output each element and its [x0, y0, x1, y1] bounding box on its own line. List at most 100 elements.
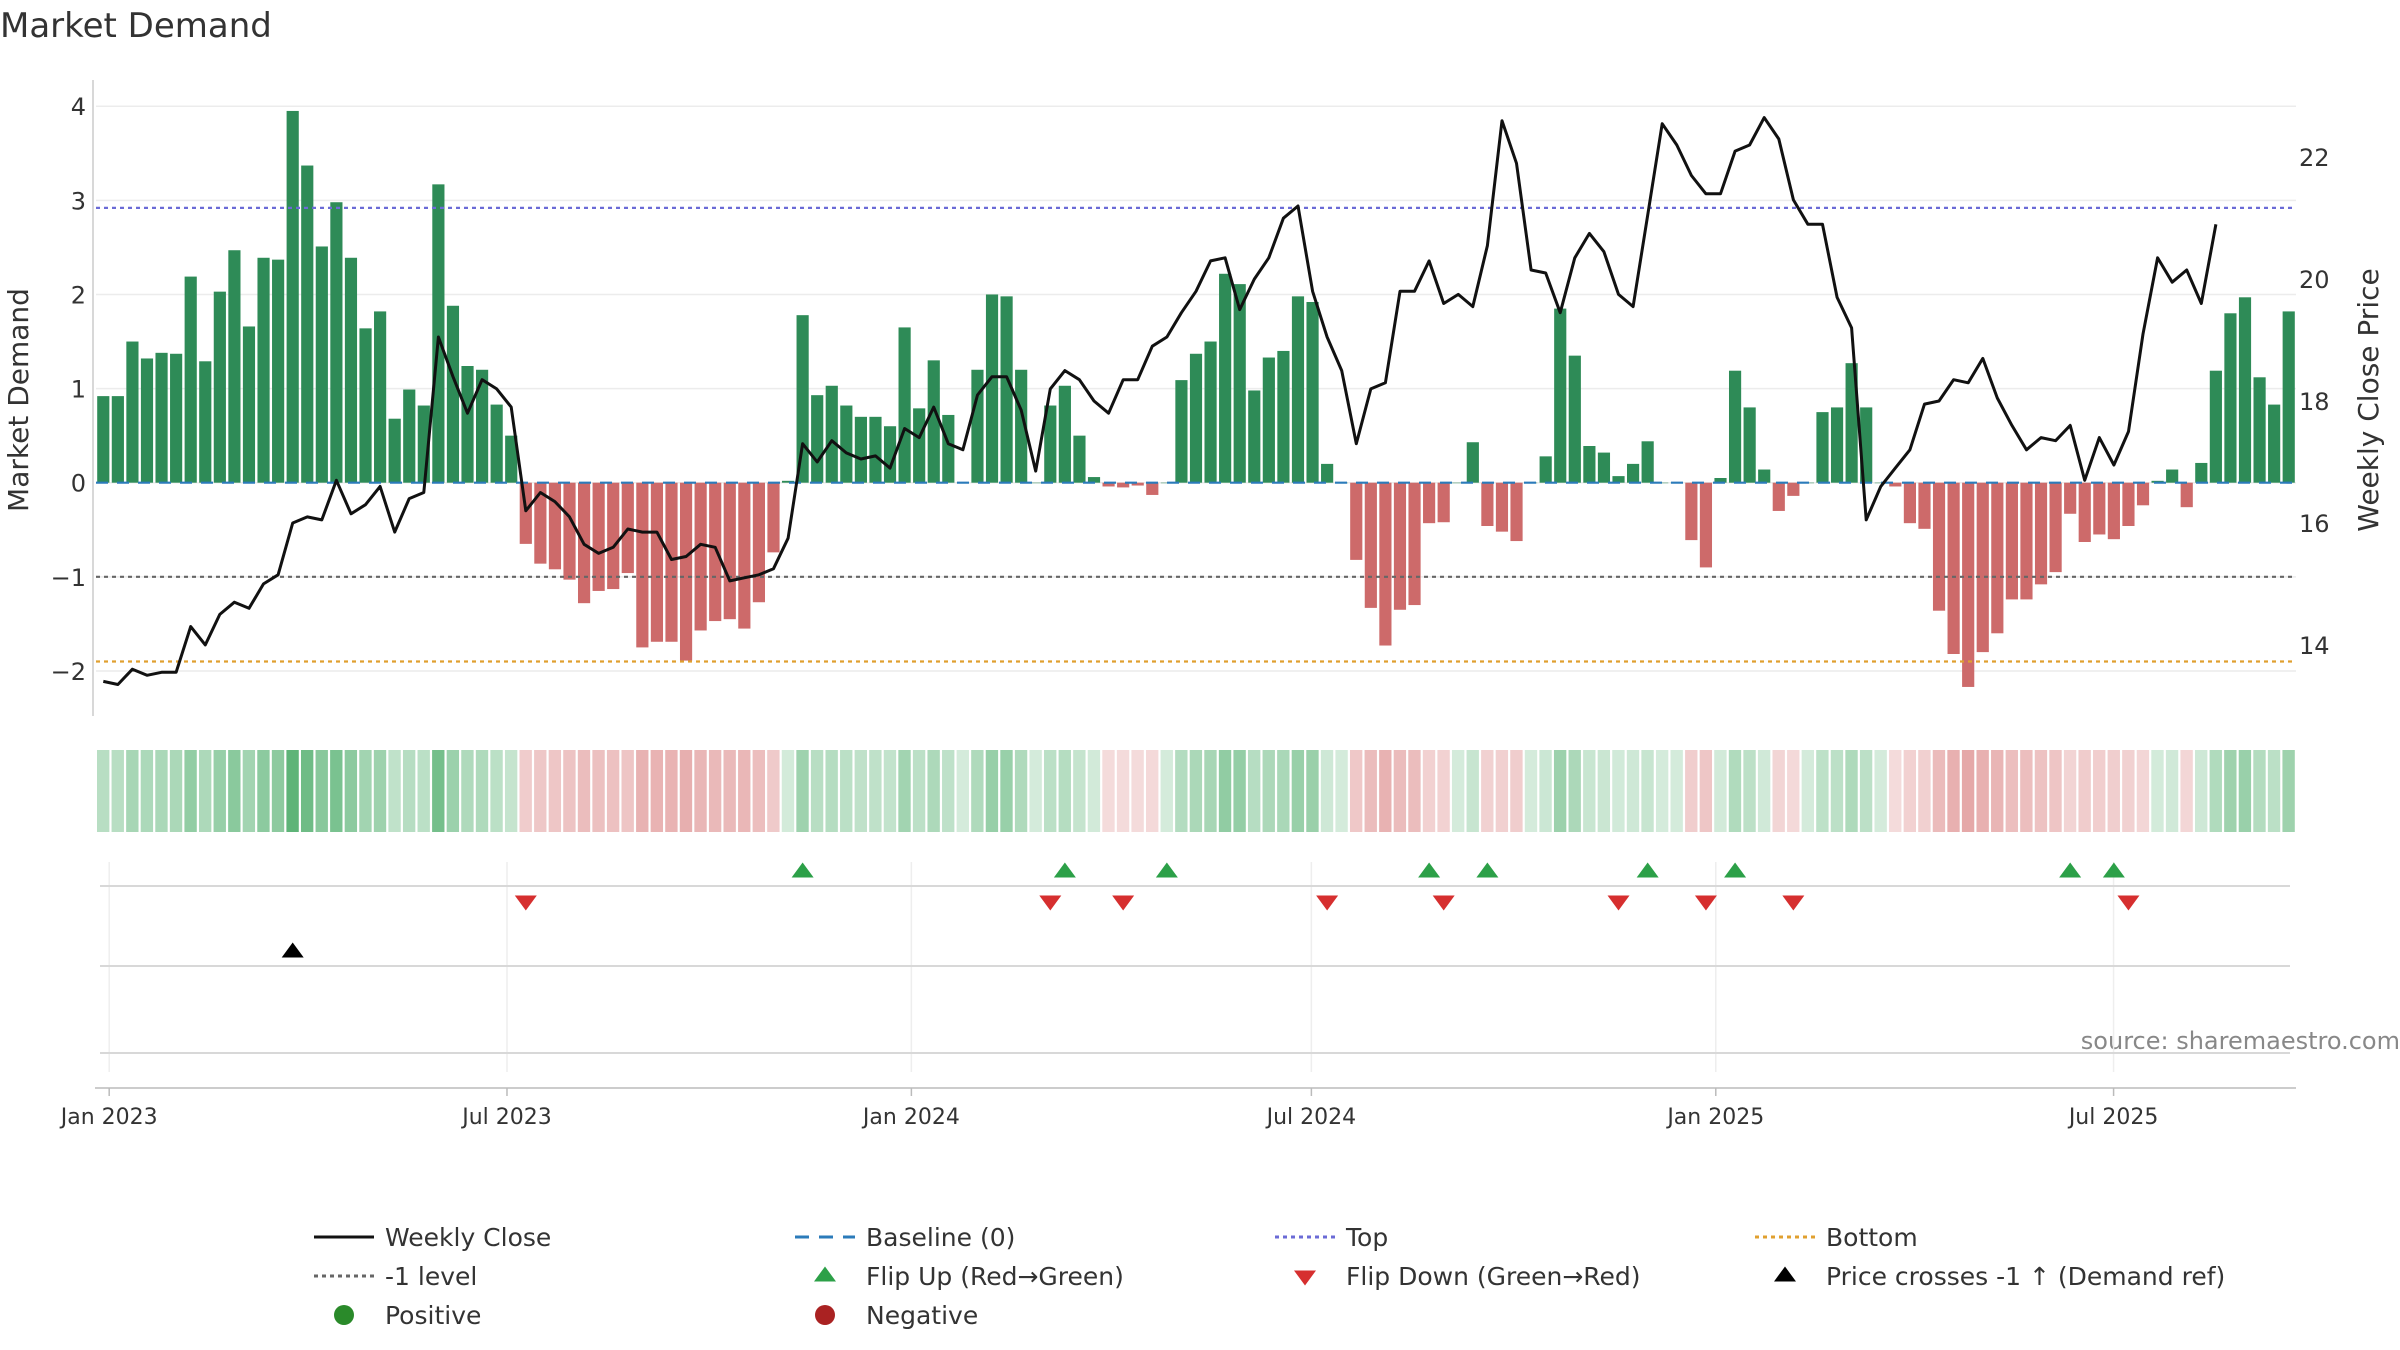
heat-cell: [1889, 750, 1902, 832]
demand-bar: [913, 408, 926, 483]
heat-cell: [1728, 750, 1742, 832]
demand-bar: [709, 482, 722, 622]
heat-cell: [1044, 750, 1057, 832]
heat-cell: [1481, 750, 1494, 832]
demand-bar: [1102, 482, 1115, 487]
demand-bar: [1510, 482, 1523, 542]
heat-cell: [738, 750, 751, 832]
demand-bar: [2034, 482, 2048, 585]
demand-bar: [1306, 302, 1319, 483]
legend-swatch-circle: [815, 1305, 835, 1325]
demand-bar: [1466, 442, 1479, 483]
demand-bar: [1291, 296, 1305, 483]
demand-bar: [694, 482, 707, 631]
demand-bar: [1597, 452, 1611, 483]
heat-cell: [1233, 750, 1246, 832]
demand-bar: [257, 257, 270, 483]
demand-bar: [840, 405, 853, 483]
demand-bar: [1000, 296, 1013, 483]
heat-cell: [2253, 750, 2266, 832]
heat-cell: [1859, 750, 1873, 832]
demand-bar: [1758, 469, 1771, 483]
demand-bar: [1554, 308, 1567, 483]
heat-cell: [344, 750, 358, 832]
flip-up-marker: [2059, 862, 2082, 878]
heat-cell: [111, 750, 124, 832]
heat-cell: [1218, 750, 1232, 832]
demand-bar: [548, 482, 562, 570]
heat-cell: [1466, 750, 1479, 832]
demand-bar: [1248, 390, 1261, 483]
demand-bar: [446, 305, 460, 483]
heat-cell: [912, 750, 926, 832]
heat-cell: [1379, 750, 1392, 832]
heat-cell: [228, 750, 241, 832]
heat-cell: [854, 750, 867, 832]
demand-bar: [2136, 482, 2150, 506]
heat-cell: [1087, 750, 1101, 832]
heat-cell: [300, 750, 314, 832]
heat-cell: [184, 750, 197, 832]
demand-bars: [97, 110, 2295, 687]
heat-cell: [1772, 750, 1785, 832]
heat-cell: [2282, 750, 2295, 832]
legend-label: Price crosses -1 ↑ (Demand ref): [1826, 1262, 2225, 1291]
heat-cell: [1539, 750, 1552, 832]
demand-bar: [1845, 363, 1858, 483]
legend-label: Bottom: [1826, 1223, 1918, 1252]
demand-bar: [1918, 482, 1931, 529]
heat-cell: [1262, 750, 1275, 832]
demand-bar: [1714, 478, 1727, 483]
demand-bar: [1816, 412, 1829, 483]
demand-bar: [1685, 482, 1698, 541]
heat-cell: [810, 750, 824, 832]
heat-cell: [504, 750, 518, 832]
heat-cell: [169, 750, 183, 832]
heat-cell: [330, 750, 343, 832]
y2-tick-label: 14: [2299, 632, 2330, 660]
demand-bar: [1976, 482, 1989, 653]
demand-bar: [1087, 477, 1101, 483]
heat-cell: [2020, 750, 2033, 832]
demand-bar: [1423, 482, 1436, 524]
demand-bar: [1146, 482, 1159, 495]
heat-cell: [2224, 750, 2237, 832]
heat-cell: [1597, 750, 1611, 832]
legend-swatch-circle: [334, 1305, 354, 1325]
heat-cell: [2267, 750, 2281, 832]
axes: 4 3 2 1 0 −1 −2 22 20 18 16 14 Jan 2023 Jul 2023 Jan 2…: [51, 80, 2330, 1130]
demand-heat-strip: [97, 750, 2295, 832]
demand-bar: [272, 259, 285, 483]
flip-up-marker: [2102, 862, 2125, 878]
y2-tick-label: 20: [2299, 266, 2330, 294]
heat-cell: [1451, 750, 1465, 832]
heat-cell: [956, 750, 969, 832]
demand-bar: [679, 482, 693, 661]
heat-cell: [1976, 750, 1989, 832]
demand-bar: [403, 389, 416, 483]
heat-cell: [840, 750, 853, 832]
heat-cell: [1655, 750, 1669, 832]
demand-bar: [811, 395, 824, 483]
demand-bar: [2282, 311, 2295, 483]
demand-bar: [592, 482, 605, 591]
demand-bar: [199, 361, 212, 483]
heat-cell: [563, 750, 576, 832]
flip-up-marker: [1724, 862, 1747, 878]
demand-bar: [1962, 482, 1975, 687]
heat-cell: [898, 750, 911, 832]
demand-bar: [140, 358, 154, 483]
heat-cell: [2005, 750, 2018, 832]
flip-down-marker: [1112, 895, 1135, 911]
demand-bar: [1321, 463, 1334, 483]
demand-bar: [2238, 297, 2252, 483]
demand-bar: [2107, 482, 2120, 540]
demand-bar: [359, 328, 372, 483]
heat-cell: [475, 750, 489, 832]
legend-swatch-triangle-down: [1294, 1270, 1316, 1286]
demand-bar: [301, 165, 314, 483]
demand-bar: [1539, 456, 1552, 483]
heat-cell: [1524, 750, 1538, 832]
demand-bar: [1830, 407, 1844, 483]
